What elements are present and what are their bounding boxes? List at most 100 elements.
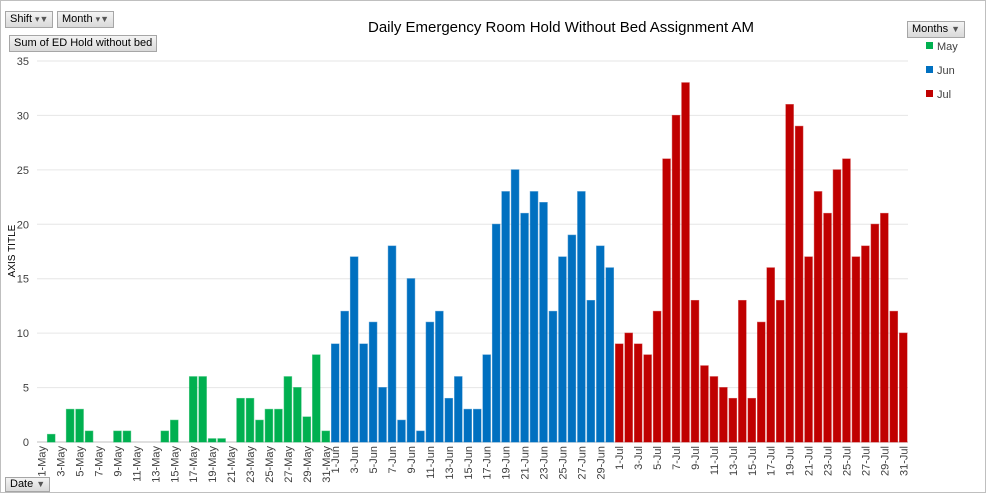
value-field-button[interactable]: Sum of ED Hold without bed [9,35,158,52]
bar-jul [785,104,794,443]
bar-may [236,397,245,443]
bar-jul [851,256,861,443]
x-tick-label: 15-May [169,446,181,483]
bar-jul [709,376,719,443]
y-tick-label: 30 [17,110,29,122]
bar-jun [330,343,340,443]
y-tick-label: 25 [17,165,29,177]
x-tick-label: 23-Jun [539,446,551,480]
x-tick-label: 9-Jul [690,446,702,470]
bar-jun [425,321,435,443]
bar-may [198,376,207,443]
x-tick-label: 7-Jul [671,446,683,470]
bar-jul [899,332,908,443]
bar-jul [738,299,747,443]
dropdown-arrow-icon: ▼ [36,479,46,489]
bar-jun [435,310,444,443]
x-tick-label: 1-May [37,446,49,477]
x-tick-label: 11-Jun [425,446,437,479]
x-tick-label: 5-Jul [652,446,664,470]
bar-jun [567,234,577,443]
x-tick-label: 27-May [283,446,295,483]
bar-jul [719,387,728,443]
x-tick-label: 7-May [94,446,106,477]
date-label: Date [10,478,34,490]
bar-jul [624,332,633,443]
x-tick-label: 31-May [321,446,333,483]
bar-jul [832,169,842,443]
x-tick-label: 19-Jun [501,446,513,480]
shift-filter-button[interactable]: Shift ▾▼ [5,11,54,28]
x-tick-label: 13-Jun [444,446,456,480]
x-tick-label: 11-Jul [709,446,721,475]
bar-may [312,354,321,443]
x-tick-label: 17-Jul [766,446,778,476]
funnel-filter-icon: ▼ [951,24,960,34]
bar-may [188,376,198,443]
bar-jul [633,343,643,443]
x-tick-label: 29-May [302,446,314,483]
x-tick-label: 15-Jun [463,446,475,480]
bar-jul [775,299,785,443]
bar-may [255,419,264,443]
x-tick-label: 9-Jun [406,446,418,474]
y-tick-label: 10 [17,328,29,340]
y-tick-label: 35 [17,56,29,68]
bar-jun [558,256,567,443]
bar-jun [406,278,416,443]
x-tick-label: 17-May [188,446,200,483]
x-tick-label: 23-Jul [823,446,835,476]
x-tick-label: 25-Jul [841,446,853,476]
months-legend-filter-button[interactable]: Months ▼ [907,21,965,38]
x-tick-label: 27-Jul [860,446,872,476]
bar-may [207,438,217,443]
legend-label-jul: Jul [937,89,951,101]
bar-may [274,408,283,443]
x-tick-label: 29-Jul [879,446,891,476]
x-tick-label: 3-Jul [633,446,645,470]
x-tick-label: 11-May [131,446,143,482]
bar-jun [473,408,482,443]
bar-jul [823,212,832,443]
x-tick-label: 21-May [226,446,238,483]
bar-jul [757,321,766,443]
x-tick-label: 19-Jul [785,446,797,476]
bar-jul [813,191,823,443]
x-tick-label: 7-Jun [387,446,399,474]
bar-may [245,397,255,443]
x-tick-label: 23-May [245,446,257,483]
y-tick-label: 15 [17,274,29,286]
x-tick-label: 25-Jun [557,446,569,480]
bar-jul [700,365,709,443]
bar-jun [463,408,473,443]
month-filter-button[interactable]: Month ▾▼ [57,11,115,28]
bar-jun [520,212,529,443]
y-tick-label: 0 [23,437,29,449]
bar-jun [349,256,359,443]
bar-may [122,430,132,443]
legend-label-jun: Jun [937,65,955,77]
y-tick-label: 20 [17,219,29,231]
bar-jun [340,310,349,443]
bar-jun [510,169,520,443]
x-tick-label: 21-Jun [520,446,532,480]
bar-may [84,430,94,443]
bar-jun [586,299,596,443]
legend-label-may: May [937,41,958,53]
x-tick-label: 27-Jun [576,446,588,480]
x-tick-label: 21-Jul [804,446,816,476]
funnel-filter-icon: ▾▼ [35,14,49,24]
x-tick-label: 15-Jul [747,446,759,476]
x-tick-label: 5-May [75,446,87,477]
x-tick-label: 29-Jun [595,446,607,480]
bar-jul [880,212,889,443]
bar-jun [444,397,454,443]
date-axis-filter-button[interactable]: Date ▼ [5,477,51,492]
bar-jul [889,310,899,443]
legend-swatch-jul [926,90,933,97]
bar-jul [643,354,652,443]
shift-label: Shift [10,13,33,25]
bar-jun [605,267,615,443]
legend-swatch-may [926,42,933,49]
bar-jul [870,223,880,443]
